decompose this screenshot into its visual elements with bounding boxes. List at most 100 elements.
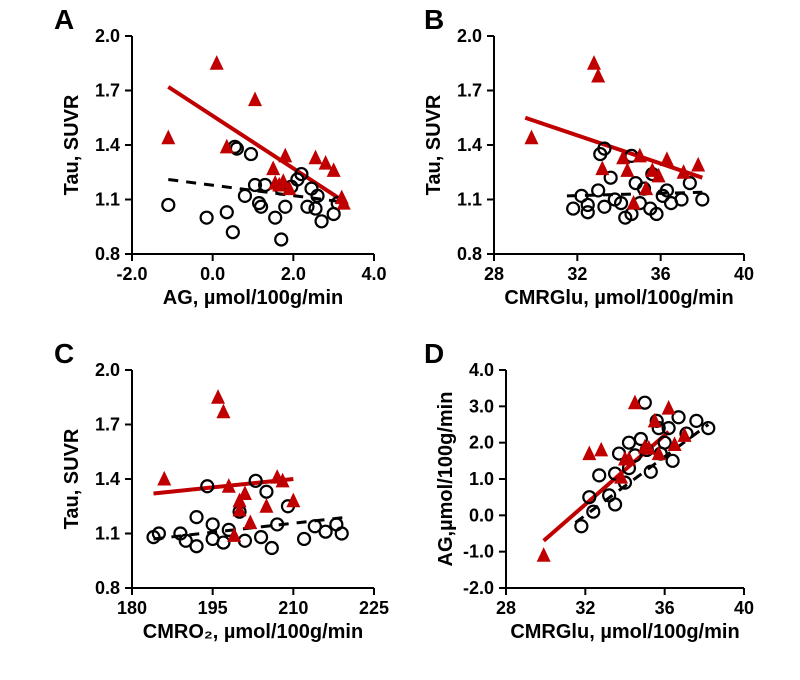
y-tick-label: 1.4 [95,469,120,489]
trend-line-solid [525,118,702,178]
panel-C: C1801952102250.81.11.41.72.0CMRO₂, µmol/… [54,340,384,640]
data-point-circle [227,226,239,238]
y-tick-label: 1.7 [95,415,120,435]
y-tick-label: 2.0 [469,433,494,453]
y-tick-label: 1.1 [457,190,482,210]
data-point-circle [239,535,251,547]
data-point-circle [191,511,203,523]
data-point-circle [575,520,587,532]
x-tick-label: 36 [655,598,675,618]
data-point-triangle [309,150,323,165]
data-point-circle [702,422,714,434]
data-point-circle [255,531,267,543]
panel-B: B283236400.81.11.41.72.0CMRGlu, µmol/100… [424,6,754,306]
data-point-triangle [210,55,224,70]
x-axis-title: CMRO₂, µmol/100g/min [143,621,363,643]
data-point-circle [609,498,621,510]
x-axis-title: CMRGlu, µmol/100g/min [504,287,733,309]
x-tick-label: 2.0 [281,264,306,284]
data-point-triangle [216,404,230,419]
x-axis-title: AG, µmol/100g/min [163,287,343,309]
data-point-circle [255,201,267,213]
data-point-circle [684,177,696,189]
data-point-circle [582,199,594,211]
data-point-circle [275,233,287,245]
data-point-circle [217,537,229,549]
x-tick-label: 4.0 [361,264,386,284]
panel-label-B: B [424,4,444,36]
x-tick-label: 32 [575,598,595,618]
y-tick-label: 1.1 [95,190,120,210]
x-tick-label: -2.0 [116,264,147,284]
x-tick-label: 0.0 [200,264,225,284]
x-tick-label: 36 [651,264,671,284]
data-point-triangle [587,55,601,70]
data-point-triangle [266,160,280,175]
data-point-circle [336,528,348,540]
y-tick-label: 2.0 [95,26,120,46]
chart-A: -2.00.02.04.00.81.11.41.72.0AG, µmol/100… [54,6,384,306]
x-tick-label: 225 [359,598,389,618]
y-tick-label: 0.8 [95,578,120,598]
y-tick-label: 1.0 [469,469,494,489]
data-point-circle [587,506,599,518]
panel-label-D: D [424,338,444,370]
x-tick-label: 40 [734,264,754,284]
data-point-circle [310,203,322,215]
data-point-circle [266,542,278,554]
y-axis-title: Tau, SUVR [61,428,83,529]
data-point-triangle [595,160,609,175]
panel-label-C: C [54,338,74,370]
x-tick-label: 180 [117,598,147,618]
data-point-triangle [662,400,676,415]
data-point-triangle [161,130,175,145]
x-tick-label: 210 [278,598,308,618]
y-tick-label: 2.0 [95,360,120,380]
chart-C: 1801952102250.81.11.41.72.0CMRO₂, µmol/1… [54,340,384,640]
panel-label-A: A [54,4,74,36]
data-point-triangle [157,471,171,486]
x-tick-label: 28 [496,598,516,618]
data-point-circle [301,201,313,213]
y-tick-label: 2.0 [457,26,482,46]
data-point-circle [201,212,213,224]
data-point-circle [316,215,328,227]
figure: A -2.0 0.0 2.0 4.0 0.8 1.1 1.4 1.7 2.0 AG, µmol/10… [0,0,800,680]
data-point-triangle [525,130,539,145]
y-tick-label: 1.7 [457,81,482,101]
y-tick-label: -2.0 [463,578,494,598]
y-axis-title: Tau, SUVR [61,94,83,195]
chart-B: 283236400.81.11.41.72.0CMRGlu, µmol/100g… [424,6,754,306]
y-tick-label: 4.0 [469,360,494,380]
data-point-triangle [594,442,608,457]
data-point-circle [567,203,579,215]
data-point-triangle [660,151,674,166]
data-point-triangle [582,445,596,460]
data-point-triangle [620,162,634,177]
panel-D: D28323640-2.0-1.00.01.02.03.04.0CMRGlu, … [424,340,754,640]
x-tick-label: 32 [567,264,587,284]
x-tick-label: 40 [734,598,754,618]
data-point-triangle [243,514,257,529]
data-point-circle [269,212,281,224]
data-point-circle [298,533,310,545]
data-point-circle [592,184,604,196]
data-point-triangle [278,148,292,163]
data-point-triangle [259,498,273,513]
x-tick-label: 28 [484,264,504,284]
panel-A: A-2.00.02.04.00.81.11.41.72.0AG, µmol/10… [54,6,384,306]
data-point-circle [593,469,605,481]
data-point-circle [690,415,702,427]
data-point-circle [239,190,251,202]
y-axis-title: Tau, SUVR [423,94,445,195]
data-point-circle [676,194,688,206]
x-axis-title: CMRGlu, µmol/100g/min [510,621,739,643]
data-point-circle [696,194,708,206]
data-point-circle [162,199,174,211]
y-axis-title: AG,µmol/100g/min [435,392,457,567]
y-tick-label: 1.1 [95,524,120,544]
y-tick-label: 3.0 [469,396,494,416]
data-point-triangle [248,91,262,106]
data-point-circle [191,540,203,552]
data-point-triangle [211,389,225,404]
